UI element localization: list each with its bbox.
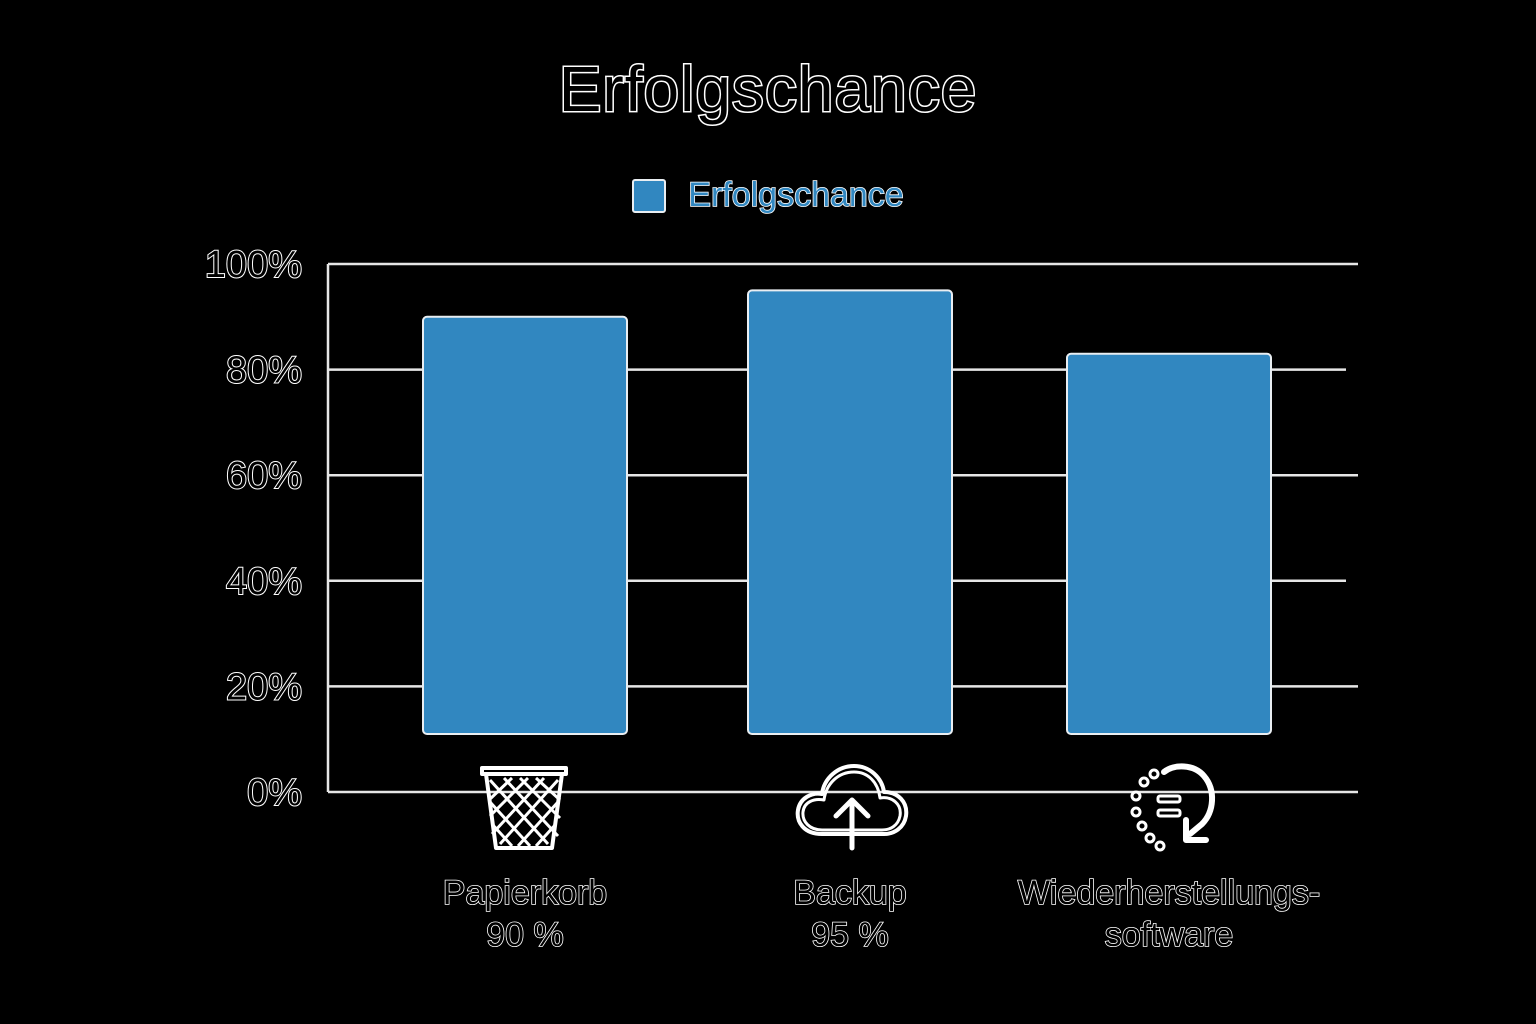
bar [747, 289, 953, 735]
cloud-upload-icon [795, 764, 909, 851]
category-name: Backup [792, 873, 907, 913]
category-label: Wiederherstellungs- software [979, 872, 1359, 956]
trash-basket-icon [480, 766, 568, 850]
category-value: 95 % [810, 915, 889, 955]
y-tick-label: 20% [226, 666, 302, 708]
bar [422, 315, 628, 735]
y-tick-label: 80% [226, 350, 302, 392]
category-name: Wiederherstellungs- software [1017, 873, 1321, 955]
legend-swatch [632, 178, 667, 213]
y-tick-label: 60% [226, 455, 302, 497]
restore-arrow-icon [1130, 763, 1215, 852]
category-label: Papierkorb 90 % [335, 872, 715, 956]
y-tick-label: 100% [205, 244, 302, 286]
bar [1066, 352, 1272, 735]
category-value: 90 % [485, 915, 564, 955]
legend-label: Erfolgschance [687, 175, 904, 215]
y-tick-label: 40% [226, 561, 302, 603]
legend: Erfolgschance [0, 175, 1536, 215]
y-tick-label: 0% [247, 772, 302, 814]
category-label: Backup 95 % [660, 872, 1040, 956]
category-name: Papierkorb [442, 873, 608, 913]
chart-title: Erfolgschance [557, 52, 978, 127]
